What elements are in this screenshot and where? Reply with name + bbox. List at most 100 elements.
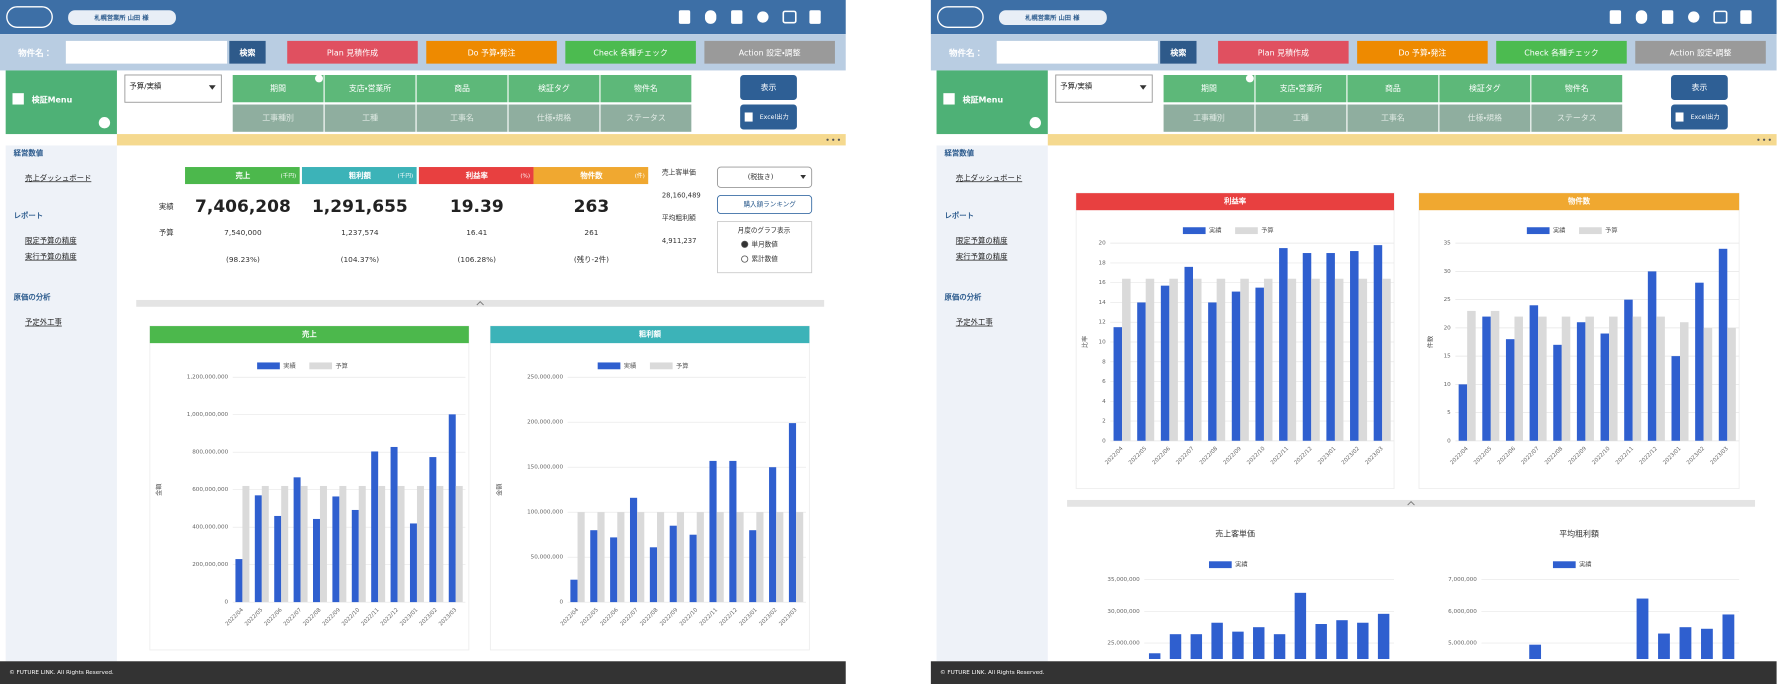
filter-tab[interactable]: [416, 74, 508, 103]
y-tick-label: 20: [1444, 325, 1452, 331]
settings-icon[interactable]: [1688, 11, 1700, 23]
filter-tab[interactable]: [1439, 74, 1531, 103]
phase-button-text: Do 予算・発注: [1398, 47, 1446, 57]
legend-label: 予算: [1261, 227, 1273, 235]
sidebar-link[interactable]: 予定外工事: [956, 318, 993, 327]
sidebar-link[interactable]: 実行予算の精度: [956, 252, 1008, 261]
sidebar-link[interactable]: 限定予算の精度: [956, 236, 1008, 245]
bar: [1600, 333, 1610, 441]
filter-tab[interactable]: [1163, 104, 1255, 132]
sidebar-link[interactable]: 予定外工事: [25, 318, 62, 327]
kpi-actual: 263: [574, 197, 610, 217]
ranking-button[interactable]: [716, 194, 813, 215]
phase-button-text: Action 設定・調整: [739, 47, 801, 57]
kpi-row-label: 予算: [159, 228, 174, 237]
folder-icon[interactable]: [782, 10, 797, 24]
menu-box[interactable]: [5, 70, 117, 135]
bar: [1190, 634, 1203, 660]
logout-icon[interactable]: [1740, 10, 1752, 24]
graph-option-title: 月度のグラフ表示: [738, 226, 791, 235]
collapse-bar[interactable]: [1067, 499, 1756, 507]
filter-tab[interactable]: [232, 74, 324, 103]
mode-select[interactable]: [1055, 74, 1153, 103]
bar: [293, 477, 301, 603]
bar: [1467, 310, 1476, 441]
phase-button[interactable]: [704, 40, 835, 64]
bar: [1273, 634, 1286, 660]
filter-tab[interactable]: [1439, 104, 1531, 132]
logout-icon[interactable]: [809, 10, 821, 24]
phase-button[interactable]: [1635, 40, 1766, 64]
phase-button[interactable]: [1218, 40, 1349, 64]
folder-icon[interactable]: [1713, 10, 1728, 24]
bar: [709, 460, 717, 603]
filter-tab[interactable]: [1531, 104, 1623, 132]
filter-tab[interactable]: [1347, 104, 1439, 132]
excel-button[interactable]: [1671, 104, 1728, 130]
logo[interactable]: [6, 6, 53, 28]
mode-select[interactable]: [124, 74, 222, 103]
logo[interactable]: [936, 6, 984, 28]
filter-tab[interactable]: [1163, 74, 1255, 103]
phase-button[interactable]: [565, 40, 696, 64]
property-input[interactable]: [65, 40, 228, 64]
bar: [1671, 356, 1681, 441]
sidebar-link[interactable]: 売上ダッシュボード: [25, 173, 91, 182]
filter-tab[interactable]: [508, 74, 600, 103]
filter-tab[interactable]: [416, 104, 508, 132]
sidebar-link[interactable]: 売上ダッシュボード: [956, 173, 1022, 182]
sidebar-link[interactable]: 実行予算の精度: [25, 252, 77, 261]
tax-select[interactable]: [716, 166, 813, 188]
footer-text: © FUTURE LINK. All Rights Reserved.: [9, 669, 114, 676]
bar: [332, 496, 340, 603]
yellow-strip: [1047, 134, 1777, 146]
radio[interactable]: [741, 240, 749, 248]
filter-tab[interactable]: [600, 104, 692, 132]
property-input[interactable]: [996, 40, 1158, 64]
y-tick-label: 600,000,000: [192, 487, 228, 493]
phase-button[interactable]: [426, 40, 557, 64]
filter-tab[interactable]: [508, 104, 600, 132]
radio[interactable]: [741, 255, 749, 263]
y-tick-label: 25: [1444, 297, 1452, 303]
display-button[interactable]: [740, 74, 797, 100]
filter-tab[interactable]: [1531, 74, 1623, 103]
y-tick-label: 7,000,000: [1448, 577, 1477, 583]
phase-button[interactable]: [1357, 40, 1488, 64]
filter-tab[interactable]: [232, 104, 324, 132]
display-button[interactable]: [1671, 74, 1728, 100]
filter-tab[interactable]: [1347, 74, 1439, 103]
bar: [1326, 253, 1335, 441]
kpi-row-label: 実績: [159, 202, 174, 211]
search-button[interactable]: [1160, 40, 1197, 64]
sidebar-link[interactable]: 限定予算の精度: [25, 236, 77, 245]
doc-icon[interactable]: [678, 10, 691, 24]
announce-icon[interactable]: [1661, 10, 1674, 24]
bar: [300, 485, 308, 603]
collapse-bar[interactable]: [136, 299, 825, 307]
bar: [1377, 613, 1390, 660]
y-tick-label: 250,000,000: [527, 375, 563, 381]
menu-title: 検証Menu: [963, 94, 1003, 104]
chat-icon[interactable]: [1635, 10, 1648, 24]
y-tick-label: 0: [1447, 438, 1451, 444]
doc-icon[interactable]: [1609, 10, 1622, 24]
filter-tab[interactable]: [1255, 104, 1347, 132]
filter-tab[interactable]: [324, 74, 416, 103]
phase-button[interactable]: [287, 40, 418, 64]
filter-tab[interactable]: [324, 104, 416, 132]
menu-gear[interactable]: [1029, 117, 1041, 129]
legend-label: 予算: [335, 362, 347, 370]
filter-tab[interactable]: [1255, 74, 1347, 103]
announce-icon[interactable]: [731, 10, 743, 24]
menu-box[interactable]: [936, 70, 1048, 135]
display-button-text: 表示: [761, 82, 777, 92]
excel-button[interactable]: [740, 104, 797, 130]
phase-button[interactable]: [1496, 40, 1627, 64]
settings-icon[interactable]: [757, 11, 769, 23]
y-tick-label: 1,200,000,000: [187, 375, 229, 381]
menu-gear[interactable]: [98, 117, 111, 129]
search-button[interactable]: [229, 40, 266, 64]
filter-tab[interactable]: [600, 74, 692, 103]
chat-icon[interactable]: [704, 10, 717, 24]
